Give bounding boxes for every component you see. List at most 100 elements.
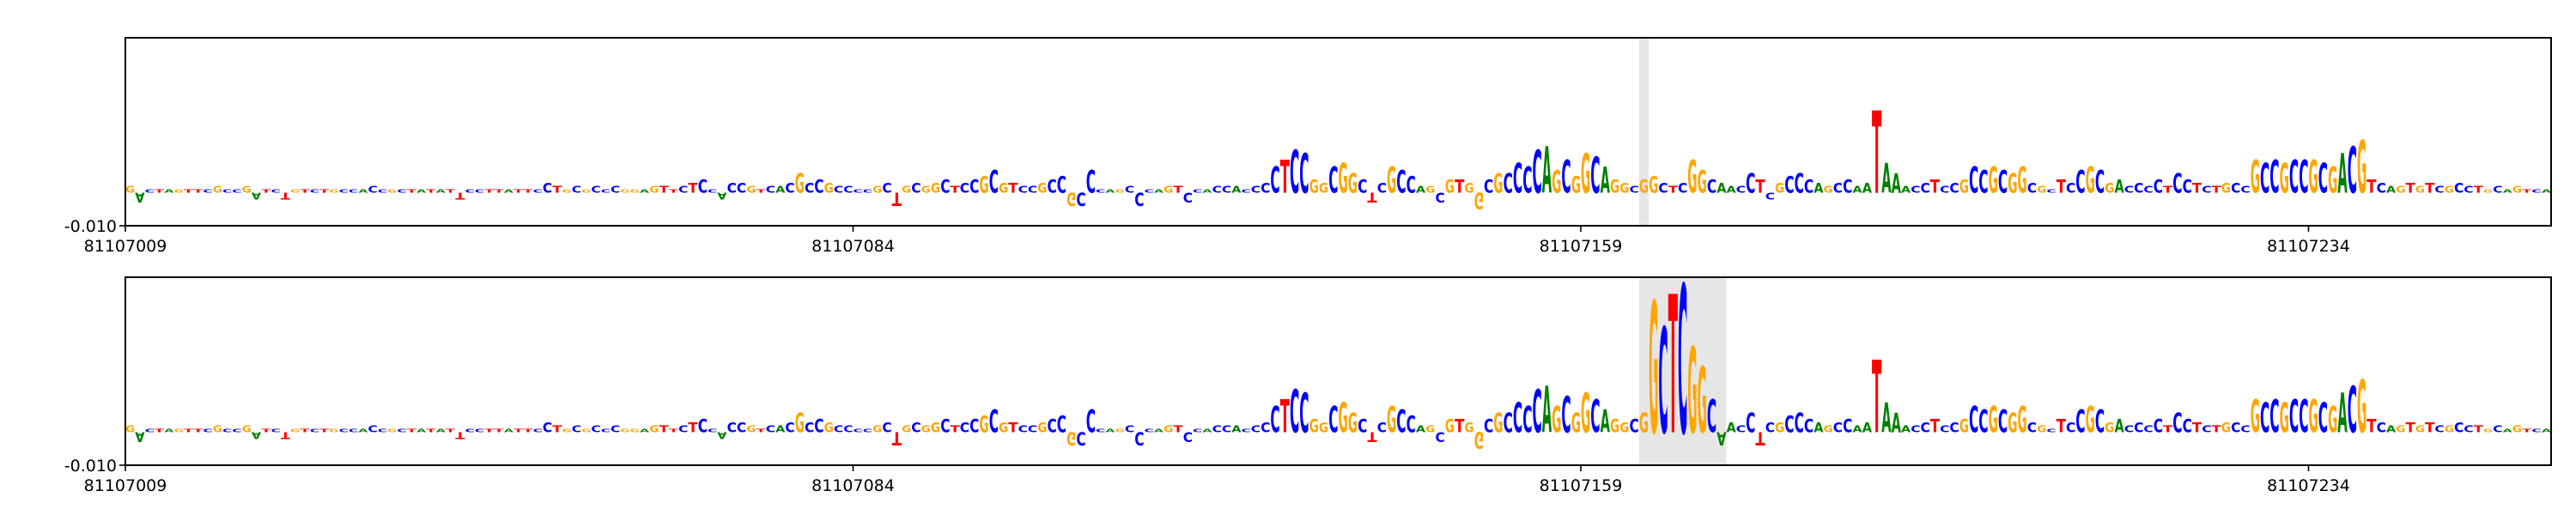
letter-group: T [951, 185, 962, 196]
logo-letter: A [504, 429, 516, 434]
logo-letter: C [2075, 164, 2085, 201]
letter-group: C [1940, 425, 1950, 435]
logo-letter: C [1795, 409, 1804, 439]
letter-group: G [1775, 420, 1784, 436]
logo-letter: C [1949, 420, 1959, 436]
logo-letter: T [1367, 429, 1377, 445]
letter-group: T [523, 429, 534, 434]
letter-group: T [2366, 176, 2377, 197]
logo-letter: G [581, 429, 591, 434]
logo-letter: G [1348, 409, 1358, 439]
logo-letter: C [1561, 386, 1571, 445]
letter-group: C [2143, 425, 2154, 435]
logo-letter: G [1445, 415, 1455, 437]
letter-group: C [2095, 403, 2105, 440]
logo-letter: C [1358, 415, 1367, 437]
logo-letter: G [2251, 391, 2260, 444]
logo-letter: T [1668, 185, 1680, 196]
logo-letter: G [1698, 164, 1707, 201]
logo-letter: A [1716, 428, 1727, 450]
letter-group: G [1309, 176, 1319, 197]
logo-letter: C [1251, 425, 1261, 435]
logo-letter: C [1261, 420, 1270, 436]
letter-group: G [795, 409, 805, 439]
logo-letter: C [1028, 425, 1038, 435]
letter-group: C [2134, 180, 2143, 197]
letter-group: C [611, 185, 621, 196]
logo-letter: T [2366, 415, 2377, 437]
letter-group: G [2415, 425, 2425, 435]
letter-group: A [416, 190, 428, 195]
logo-letter: C [1057, 173, 1066, 199]
letter-group: G [1037, 420, 1047, 436]
letter-group: T [281, 430, 292, 440]
letter-group: C [843, 185, 854, 196]
x-tick-label: 81107009 [84, 476, 167, 495]
letter-group: C [1261, 420, 1270, 436]
letter-group: C [727, 420, 737, 436]
logo-letter: T [426, 190, 437, 195]
logo-letter: G [1639, 176, 1649, 197]
letter-group: G [2415, 185, 2425, 196]
letter-group: C [2377, 180, 2386, 197]
logo-letter: T [669, 429, 680, 434]
letter-group: C [960, 180, 969, 197]
letter-group: C [2183, 415, 2192, 437]
letter-group: T [1755, 176, 1765, 197]
logo-letter: G [1163, 185, 1173, 196]
logo-letter: C [203, 429, 213, 434]
letter-group: C [2531, 429, 2542, 434]
letter-group: C [1096, 429, 1106, 434]
logo-letter: G [746, 425, 756, 435]
letter-group: G [1581, 382, 1590, 445]
letter-group: C [854, 429, 864, 434]
logo-letter: G [1115, 429, 1125, 434]
letter-group: G [1824, 185, 1833, 196]
logo-letter: C [805, 180, 814, 197]
logo-letter: T [2474, 185, 2485, 196]
logo-letter: G [2105, 180, 2114, 197]
logo-letter: A [436, 190, 448, 195]
letter-group: G [1698, 164, 1707, 201]
logo-letter: T [184, 190, 195, 195]
y-tick-label: -0.010 [64, 217, 117, 236]
letter-group: C [1290, 139, 1299, 208]
logo-letter: C [1018, 185, 1029, 196]
logo-letter: G [1824, 425, 1833, 435]
logo-letter: C [1678, 244, 1687, 481]
logo-letter: C [2240, 425, 2251, 435]
letter-group: G [620, 429, 629, 434]
logo-letter: C [271, 190, 282, 195]
logo-letter: T [1930, 176, 1941, 197]
logo-letter: G [921, 185, 931, 196]
letter-group: C [1299, 142, 1309, 206]
letter-group: T [2366, 415, 2377, 437]
letter-group: C [1057, 173, 1066, 199]
letter-group: A [1814, 180, 1824, 197]
logo-letter: C [2377, 420, 2386, 436]
letter-group: T [407, 190, 418, 195]
letter-group: T [659, 425, 671, 435]
letter-group: C [1076, 428, 1085, 450]
letter-group: C [1096, 190, 1106, 195]
letter-group: G [921, 425, 931, 435]
letter-group: G [1445, 415, 1455, 437]
letter-group: G [1687, 324, 1697, 461]
letter-group: C [1328, 160, 1338, 202]
logo-letter: A [1881, 396, 1891, 443]
logo-letter: C [2434, 425, 2445, 435]
letter-group: T [2406, 420, 2416, 436]
letter-group: C [2377, 420, 2386, 436]
logo-letter: C [1978, 164, 1988, 201]
letter-group: C [2202, 185, 2212, 196]
letter-group: T [2057, 415, 2067, 437]
letter-group: T [184, 429, 195, 434]
letter-group: C [1377, 180, 1387, 197]
letter-group: C [2318, 396, 2328, 443]
letter-group: C [805, 420, 814, 436]
logo-letter: C [2299, 152, 2308, 204]
logo-letter: C [2134, 420, 2143, 436]
letter-group: T [688, 180, 698, 197]
logo-letter: G [2221, 420, 2231, 436]
logo-letter: C [708, 190, 718, 195]
